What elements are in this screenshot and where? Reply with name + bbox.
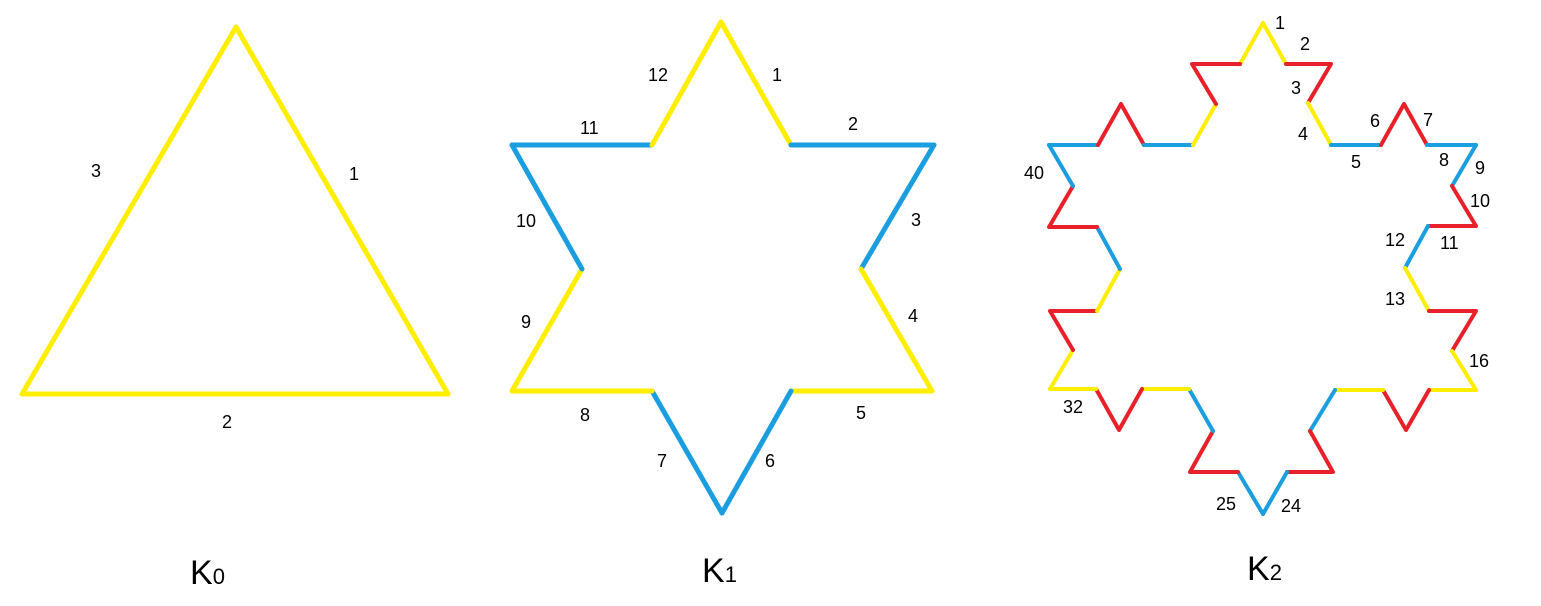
k1-caption-letter: K [702, 552, 725, 590]
k2-segment-45 [1191, 102, 1218, 147]
k2-outline [1047, 21, 1478, 516]
k2-label-11: 11 [1440, 233, 1459, 253]
k1-outline [509, 19, 937, 516]
k2-segment-22-23 [1285, 429, 1335, 474]
k2-segment-42-43 [1096, 102, 1146, 147]
k1-label-11: 11 [580, 118, 599, 138]
k2-segment-37 [1095, 225, 1122, 271]
k1-segment-7 [649, 388, 725, 516]
k1-label-1: 1 [772, 65, 782, 85]
k1-label-2: 2 [848, 114, 858, 134]
k1-label-12: 12 [648, 65, 668, 85]
k0-caption: K0 [190, 554, 225, 592]
k1-label-7: 7 [657, 451, 667, 471]
k1-label-4: 4 [908, 306, 918, 326]
k2-segment-40 [1047, 143, 1075, 188]
k2-segment-1b [1261, 21, 1288, 66]
k2-segment-4 [1306, 101, 1333, 147]
k2-segment-26-27 [1188, 429, 1240, 474]
k2-segment-12 [1403, 224, 1430, 270]
k2-label-2: 2 [1300, 34, 1310, 54]
figure-k2: 1 2 3 4 5 6 7 8 9 10 11 12 13 16 24 25 3… [1024, 13, 1490, 588]
k2-caption-letter: K [1247, 550, 1270, 588]
k1-label-6: 6 [765, 451, 775, 471]
k1-segment-6 [719, 388, 794, 516]
k1-segment-12 [649, 19, 724, 148]
k0-label-1: 1 [349, 164, 359, 184]
k2-segment-16 [1450, 349, 1478, 392]
k2-segment-25 [1236, 470, 1265, 516]
k2-segment-13 [1403, 266, 1431, 313]
k0-segment-3 [19, 24, 239, 397]
k2-segment-33 [1048, 348, 1075, 391]
k1-label-9: 9 [521, 312, 531, 332]
k2-label-24: 24 [1281, 496, 1301, 516]
k2-label-8: 8 [1439, 150, 1449, 170]
k0-label-2: 2 [222, 412, 232, 432]
k2-label-40: 40 [1024, 163, 1044, 183]
k2-label-25: 25 [1216, 494, 1236, 514]
k1-segment-9 [509, 266, 585, 394]
k2-label-3: 3 [1291, 78, 1301, 98]
k0-label-3: 3 [91, 161, 101, 181]
k2-segment-28 [1187, 387, 1215, 433]
k2-label-1: 1 [1275, 13, 1285, 33]
k1-caption-index: 1 [725, 562, 737, 587]
k0-caption-index: 0 [213, 564, 225, 589]
k2-caption-index: 2 [1270, 560, 1282, 585]
figure-k0: 1 2 3 K0 [19, 24, 451, 592]
k1-label-5: 5 [856, 403, 866, 423]
k1-label-8: 8 [580, 405, 590, 425]
k2-label-9: 9 [1475, 158, 1485, 178]
k1-label-3: 3 [911, 210, 921, 230]
figure-k1: 1 2 3 4 5 6 7 8 9 10 11 12 K1 [509, 19, 937, 590]
k2-segment-1 [1238, 21, 1265, 66]
k2-label-13: 13 [1385, 289, 1405, 309]
k2-label-12: 12 [1385, 230, 1405, 250]
k2-label-5: 5 [1351, 152, 1361, 172]
k2-segment-38-39 [1047, 184, 1099, 229]
k1-label-10: 10 [516, 211, 536, 231]
k1-segment-1 [718, 19, 794, 148]
k2-label-6: 6 [1370, 111, 1380, 131]
k2-label-7: 7 [1423, 110, 1433, 130]
k2-segment-6-7 [1379, 102, 1429, 147]
k2-label-16: 16 [1469, 351, 1489, 371]
k2-caption: K2 [1247, 550, 1282, 588]
k2-label-4: 4 [1298, 124, 1308, 144]
k1-caption: K1 [702, 552, 737, 590]
k2-segment-36 [1095, 267, 1122, 313]
k0-segment-1 [233, 24, 451, 397]
k2-segment-46-47 [1190, 62, 1242, 106]
k2-segment-2-3 [1284, 62, 1333, 105]
k2-label-10: 10 [1470, 191, 1490, 211]
k2-label-32: 32 [1063, 397, 1083, 417]
k2-segment-18-19 [1381, 388, 1431, 432]
k2-segment-34-35 [1048, 309, 1099, 352]
k2-segment-21 [1308, 388, 1337, 433]
k2-segment-10-11 [1426, 184, 1478, 228]
k1-segment-4 [858, 266, 935, 394]
k0-caption-letter: K [190, 554, 213, 592]
k1-segment-3 [858, 142, 937, 272]
k1-segment-10 [509, 142, 585, 272]
k2-segment-14-15 [1427, 309, 1478, 353]
k0-outline [19, 24, 451, 397]
k2-segment-30-31 [1094, 387, 1144, 432]
k2-segment-9b [1450, 143, 1478, 188]
k2-segment-24 [1261, 470, 1289, 516]
